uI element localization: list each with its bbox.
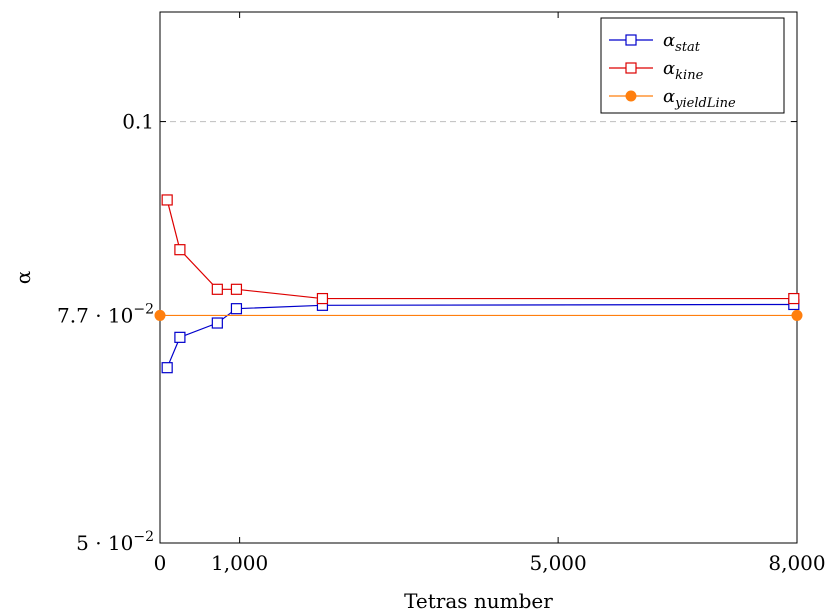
legend-entry-kine: αkine — [609, 58, 704, 83]
x-tick-label: 1,000 — [211, 551, 268, 575]
data-point-yieldLine — [791, 309, 803, 321]
data-point-kine — [161, 194, 173, 206]
legend-entry-stat: αstat — [609, 30, 701, 55]
data-point-kine — [211, 283, 223, 295]
legend-label-subscript: stat — [675, 40, 701, 55]
legend-label-base: α — [663, 30, 675, 51]
legend-label-subscript: kine — [675, 68, 703, 83]
y-axis-label: α — [11, 271, 35, 285]
data-point-yieldLine — [154, 309, 166, 321]
legend-label: αyieldLine — [663, 86, 736, 111]
data-point-kine — [788, 292, 800, 305]
legend-label-base: α — [663, 58, 675, 79]
y-tick-label-exponent: −2 — [133, 529, 154, 545]
series-yieldLine — [154, 309, 803, 321]
y-tick-label-exponent: −2 — [133, 301, 154, 317]
y-tick-label-base: 7.7 · 10 — [57, 303, 133, 327]
y-tick-label-base: 5 · 10 — [76, 531, 133, 555]
x-tick-label: 5,000 — [529, 551, 586, 575]
legend-entry-yieldLine: αyieldLine — [609, 86, 736, 111]
legend-marker — [625, 90, 637, 102]
y-tick-label: 5 · 10−2 — [76, 529, 154, 555]
x-axis-label: Tetras number — [404, 589, 553, 613]
data-point-stat — [230, 303, 243, 315]
legend-marker — [625, 62, 637, 74]
legend-label: αstat — [663, 30, 701, 55]
series-line-stat — [166, 303, 794, 368]
legend-label-subscript: yieldLine — [674, 96, 736, 111]
series-stat — [161, 298, 800, 374]
data-point-kine — [230, 283, 243, 295]
series-kine — [161, 194, 800, 305]
y-tick-label: 0.1 — [122, 110, 154, 134]
data-point-kine — [174, 244, 186, 256]
x-tick-label: 0 — [154, 551, 167, 575]
axes-frame — [159, 11, 798, 544]
data-point-stat — [211, 317, 223, 329]
legend-label: αkine — [663, 58, 704, 83]
data-point-kine — [316, 292, 329, 305]
data-point-stat — [174, 331, 186, 343]
x-tick-label: 8,000 — [768, 551, 825, 575]
legend-label-base: α — [663, 86, 675, 107]
legend-marker — [625, 34, 637, 46]
y-tick-label-base: 0.1 — [122, 110, 154, 134]
series-line-kine — [166, 199, 794, 300]
y-axis-label-group: α — [11, 271, 35, 285]
data-point-stat — [161, 362, 173, 374]
y-tick-label: 7.7 · 10−2 — [57, 301, 154, 327]
